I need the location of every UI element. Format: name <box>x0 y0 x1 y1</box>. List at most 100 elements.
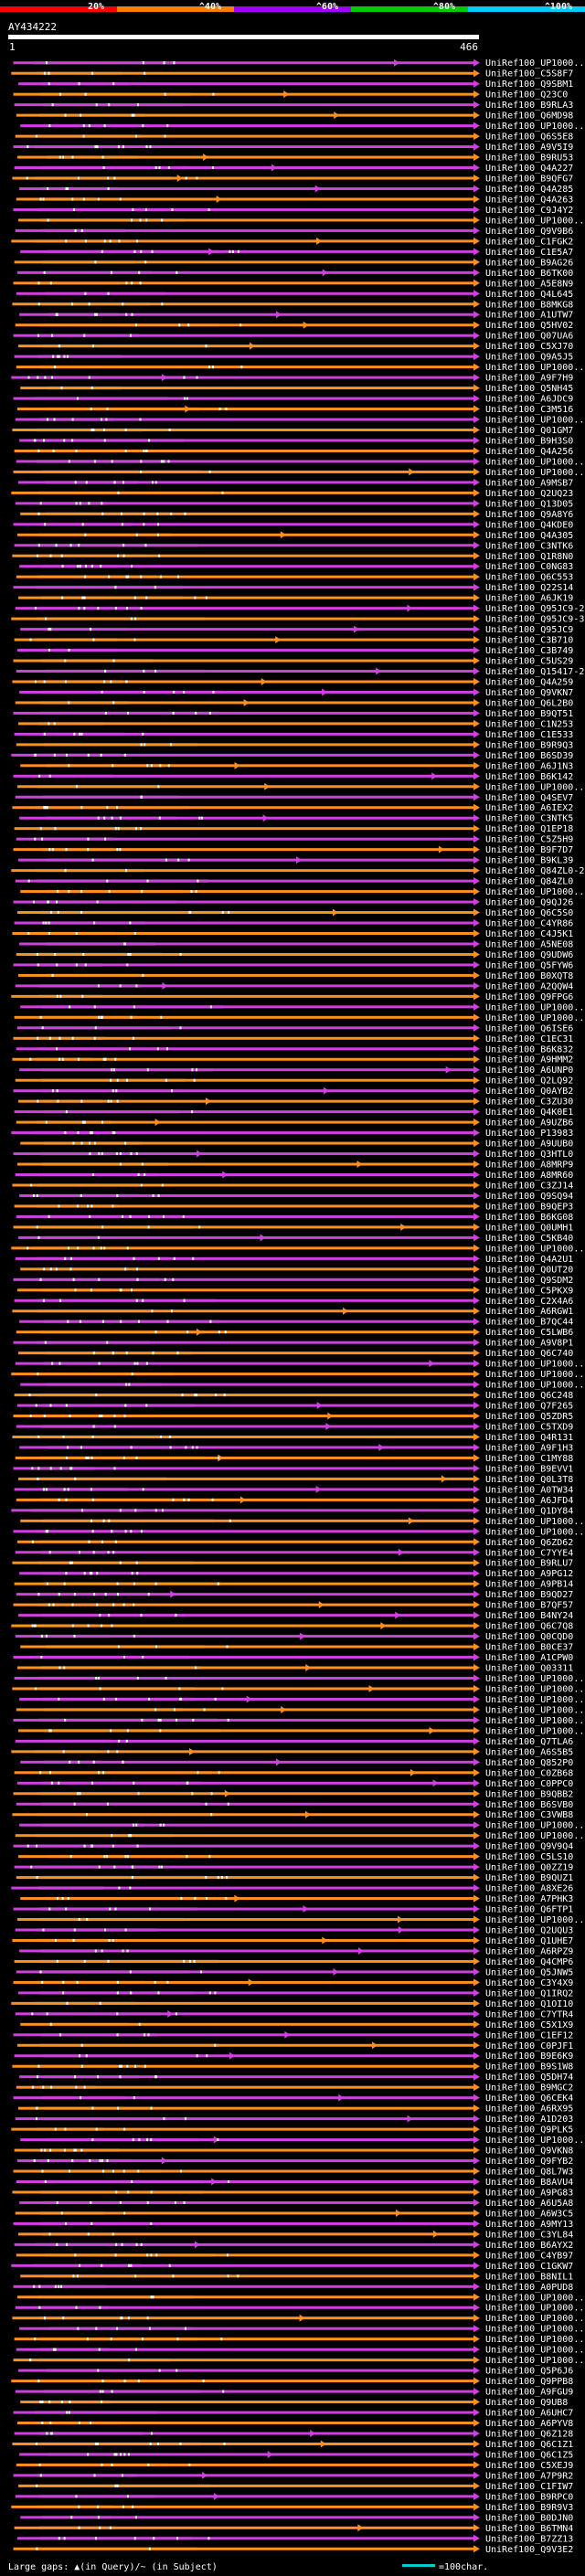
alignment-row[interactable]: UniRef100_Q4A305 <box>16 531 573 541</box>
alignment-row[interactable]: UniRef100_C5LWB6 <box>16 1328 573 1338</box>
subject-label[interactable]: UniRef100_Q4CMP6 <box>485 1957 573 1967</box>
subject-label[interactable]: UniRef100_Q5HV02 <box>485 321 573 331</box>
subject-label[interactable]: UniRef100_Q5DH74 <box>485 2072 573 2083</box>
alignment-row[interactable]: UniRef100_B9S1W8 <box>12 2062 573 2072</box>
subject-label[interactable]: UniRef100_Q01GM7 <box>485 426 573 436</box>
subject-label[interactable]: UniRef100_Q6C1Z1 <box>485 2440 573 2450</box>
subject-label[interactable]: UniRef100_Q9VKN8 <box>485 2147 573 2157</box>
subject-label[interactable]: UniRef100_A6JK19 <box>485 594 573 604</box>
alignment-row[interactable]: UniRef100_C0PJF1 <box>16 2041 573 2051</box>
subject-label[interactable]: UniRef100_Q9V9B6 <box>485 227 573 237</box>
alignment-row[interactable]: UniRef100_UP1000... <box>18 216 585 226</box>
alignment-row[interactable]: UniRef100_UP1000... <box>20 1002 585 1012</box>
alignment-row[interactable]: UniRef100_C3YL84 <box>18 2230 573 2240</box>
alignment-row[interactable]: UniRef100_Q9FYB2 <box>16 2157 573 2167</box>
alignment-row[interactable]: UniRef100_UP1000... <box>16 363 585 373</box>
alignment-row[interactable]: UniRef100_A6JFD4 <box>16 1496 573 1506</box>
alignment-row[interactable]: UniRef100_A9PB14 <box>14 1580 574 1590</box>
alignment-row[interactable]: UniRef100_Q6C1Z1 <box>12 2440 573 2450</box>
subject-label[interactable]: UniRef100_A7P9R2 <box>485 2471 573 2481</box>
alignment-row[interactable]: UniRef100_B9EVV1 <box>13 1464 574 1474</box>
subject-label[interactable]: UniRef100_Q2LQ92 <box>485 1076 573 1087</box>
subject-label[interactable]: UniRef100_A9F7H9 <box>485 374 573 384</box>
subject-label[interactable]: UniRef100_Q9FYB2 <box>485 2157 573 2167</box>
alignment-row[interactable]: UniRef100_B9R9Q3 <box>16 740 573 750</box>
alignment-row[interactable]: UniRef100_Q6ISE6 <box>16 1023 573 1034</box>
subject-label[interactable]: UniRef100_B4NY24 <box>485 1611 573 1621</box>
alignment-row[interactable]: UniRef100_B9QUZ1 <box>16 1873 573 1883</box>
subject-label[interactable]: UniRef100_C7YTR4 <box>485 2009 573 2019</box>
alignment-row[interactable]: UniRef100_Q5NH45 <box>20 384 573 394</box>
alignment-row[interactable]: UniRef100_UP1000... <box>15 1831 585 1841</box>
subject-label[interactable]: UniRef100_B6TK00 <box>485 269 573 279</box>
subject-label[interactable]: UniRef100_B9S1W8 <box>485 2062 573 2072</box>
alignment-row[interactable]: UniRef100_A1CPW0 <box>13 1653 574 1663</box>
subject-label[interactable]: UniRef100_Q4L645 <box>485 290 573 300</box>
alignment-row[interactable]: UniRef100_B9RPC0 <box>15 2492 574 2502</box>
subject-label[interactable]: UniRef100_A9MY13 <box>485 2220 573 2230</box>
subject-label[interactable]: UniRef100_Q6FTP1 <box>485 1905 573 1915</box>
alignment-row[interactable]: UniRef100_A9FGU9 <box>15 2388 574 2398</box>
subject-label[interactable]: UniRef100_Q4A256 <box>485 447 573 457</box>
subject-label[interactable]: UniRef100_A9PB14 <box>485 1580 573 1590</box>
alignment-row[interactable]: UniRef100_Q23C0 <box>13 90 569 101</box>
alignment-row[interactable]: UniRef100_B9RU53 <box>16 154 573 164</box>
alignment-row[interactable]: UniRef100_C1EF12 <box>13 2030 574 2041</box>
alignment-row[interactable]: UniRef100_UP1000... <box>11 1370 585 1380</box>
subject-label[interactable]: UniRef100_C0PJF1 <box>485 2041 573 2051</box>
subject-label[interactable]: UniRef100_B8NIL1 <box>485 2272 573 2282</box>
alignment-row[interactable]: UniRef100_Q9QJ26 <box>13 898 574 908</box>
subject-label[interactable]: UniRef100_Q4A227 <box>485 164 573 174</box>
subject-label[interactable]: UniRef100_C1FIW7 <box>485 2482 573 2492</box>
alignment-row[interactable]: UniRef100_A9F7H9 <box>11 374 573 384</box>
alignment-row[interactable]: UniRef100_Q9FPG6 <box>11 992 573 1002</box>
subject-label[interactable]: UniRef100_B6AYX2 <box>485 2241 573 2251</box>
alignment-row[interactable]: UniRef100_C1MY88 <box>15 1454 574 1464</box>
alignment-row[interactable]: UniRef100_UP1000... <box>12 2314 585 2324</box>
alignment-row[interactable]: UniRef100_UP1000... <box>15 2304 585 2314</box>
alignment-row[interactable]: UniRef100_Q4CMP6 <box>14 1957 574 1967</box>
alignment-row[interactable]: UniRef100_UP1000... <box>20 122 585 132</box>
subject-label[interactable]: UniRef100_UP1000... <box>485 1527 585 1537</box>
alignment-row[interactable]: UniRef100_Q2UQ23 <box>11 489 573 499</box>
alignment-row[interactable]: UniRef100_C4YR86 <box>14 919 574 929</box>
alignment-row[interactable]: UniRef100_UP1000... <box>16 2293 585 2303</box>
alignment-row[interactable]: UniRef100_Q6MD98 <box>16 111 573 122</box>
alignment-row[interactable]: UniRef100_C5X1X9 <box>20 2020 573 2030</box>
subject-label[interactable]: UniRef100_Q9PPB8 <box>485 2377 573 2387</box>
alignment-row[interactable]: UniRef100_A8MR60 <box>15 1171 574 1181</box>
alignment-row[interactable]: UniRef100_Q9V3E2 <box>13 2545 574 2555</box>
subject-label[interactable]: UniRef100_Q5JNW5 <box>485 1967 573 1977</box>
subject-label[interactable]: UniRef100_UP1000... <box>485 416 585 426</box>
alignment-row[interactable]: UniRef100_B9QEP3 <box>14 1202 574 1212</box>
alignment-row[interactable]: UniRef100_A8MRP9 <box>16 1161 573 1171</box>
alignment-row[interactable]: UniRef100_Q6C553 <box>16 573 573 583</box>
alignment-row[interactable]: UniRef100_A6J1N3 <box>20 761 573 771</box>
subject-label[interactable]: UniRef100_Q9QJ26 <box>485 898 573 908</box>
alignment-row[interactable]: UniRef100_C1EC31 <box>13 1034 574 1044</box>
subject-label[interactable]: UniRef100_A7PHK3 <box>485 1894 573 1904</box>
alignment-row[interactable]: UniRef100_B0CE37 <box>20 1643 573 1653</box>
alignment-row[interactable]: UniRef100_B6TK00 <box>16 269 573 279</box>
subject-label[interactable]: UniRef100_Q4KDE0 <box>485 520 573 530</box>
alignment-row[interactable]: UniRef100_A0PUD8 <box>13 2283 574 2293</box>
subject-label[interactable]: UniRef100_A9PG12 <box>485 1569 573 1579</box>
alignment-row[interactable]: UniRef100_A5E8N9 <box>13 279 574 289</box>
alignment-row[interactable]: UniRef100_C5XJ70 <box>18 342 573 352</box>
subject-label[interactable]: UniRef100_C0NG83 <box>485 562 573 572</box>
subject-label[interactable]: UniRef100_UP1000... <box>485 1517 585 1527</box>
subject-label[interactable]: UniRef100_Q8L7W3 <box>485 2168 573 2178</box>
subject-label[interactable]: UniRef100_A8XE26 <box>485 1884 573 1894</box>
alignment-row[interactable]: UniRef100_Q1IRQ2 <box>18 1988 573 1998</box>
subject-label[interactable]: UniRef100_A6RPZ9 <box>485 1946 573 1956</box>
alignment-row[interactable]: UniRef100_Q4KDE0 <box>13 520 574 530</box>
alignment-row[interactable]: UniRef100_Q01GM7 <box>12 426 573 436</box>
subject-label[interactable]: UniRef100_B7ZZ13 <box>485 2534 573 2544</box>
alignment-row[interactable]: UniRef100_A9F1H3 <box>19 1443 573 1453</box>
alignment-row[interactable]: UniRef100_A9HMM2 <box>12 1055 573 1065</box>
alignment-row[interactable]: UniRef100_C1GKW7 <box>11 2262 573 2272</box>
subject-label[interactable]: UniRef100_Q23C0 <box>485 90 568 101</box>
alignment-row[interactable]: UniRef100_C0ZB68 <box>14 1768 574 1778</box>
alignment-row[interactable]: UniRef100_Q5ZDR5 <box>13 1412 574 1422</box>
subject-label[interactable]: UniRef100_Q1UHE7 <box>485 1936 573 1946</box>
